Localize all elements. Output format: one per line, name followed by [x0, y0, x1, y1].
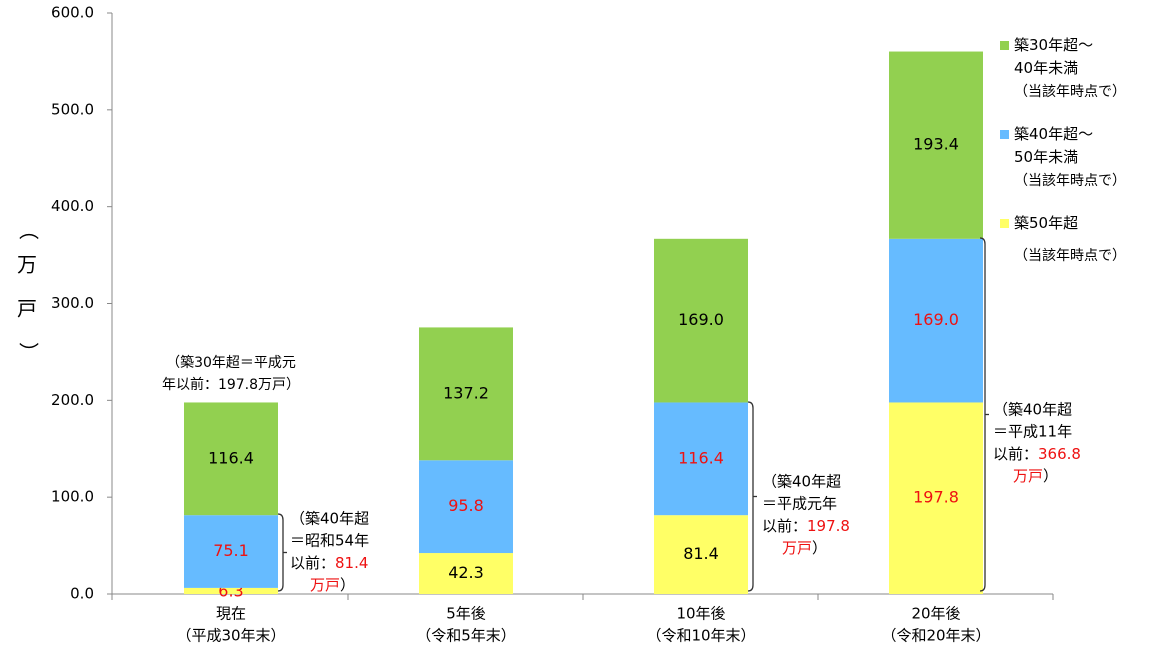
- annotation-line: ＝平成元年: [762, 495, 837, 513]
- data-label: 81.4: [683, 544, 719, 563]
- data-label: 116.4: [208, 448, 254, 467]
- annotation-value: 366.8: [1038, 445, 1081, 463]
- annotation-line: 万戸）: [310, 576, 355, 594]
- annotation-line: 以前：81.4: [290, 554, 368, 572]
- x-tick-label-line1: 20年後: [911, 605, 960, 623]
- annotation-text: ）: [812, 539, 827, 557]
- annotation-line: （築30年超＝平成元: [166, 355, 296, 371]
- data-label: 42.3: [448, 563, 484, 582]
- y-tick-label: 200.0: [51, 391, 94, 409]
- annotation-text: ）: [340, 576, 355, 594]
- annotation-line: （築40年超: [993, 401, 1072, 419]
- annotation-text: 以前：: [290, 554, 335, 572]
- annotation-line: （築40年超: [762, 473, 841, 491]
- annotation-text: ）: [1043, 467, 1058, 485]
- y-tick-label: 400.0: [51, 197, 94, 215]
- legend-swatch-yellow: [1000, 218, 1009, 228]
- bar-segment-s40: [184, 515, 278, 588]
- annotation-value: 197.8: [807, 517, 850, 535]
- legend-item-blue: 築40年超～ 50年未満 （当該年時点で）: [1000, 123, 1150, 193]
- bar-segment-s50: [419, 553, 513, 594]
- bar-segment-s40: [419, 460, 513, 554]
- bar-segment-s50: [889, 402, 983, 594]
- x-tick-label-line2: （令和20年末）: [881, 627, 990, 645]
- legend-label-line2: 50年未満: [1014, 148, 1079, 166]
- x-tick-label-line2: （平成30年末）: [176, 627, 285, 645]
- y-tick-label: 300.0: [51, 294, 94, 312]
- y-tick-label: 100.0: [51, 488, 94, 506]
- legend-label-line2: 40年未満: [1014, 59, 1079, 77]
- legend-note: （当該年時点で）: [1014, 84, 1126, 100]
- x-tick-label-line1: 10年後: [676, 605, 725, 623]
- bar-segment-s50: [184, 587, 278, 594]
- annotation-unit: 万戸: [310, 576, 340, 594]
- y-axis-label-char: 万: [17, 253, 37, 277]
- legend-label-line1: 築50年超: [1014, 214, 1079, 232]
- x-tick-label-line2: （令和5年末）: [416, 627, 516, 645]
- annotation-line: 万戸）: [1013, 467, 1058, 485]
- data-label: 95.8: [448, 496, 484, 515]
- y-axis-label-char: 戸: [17, 297, 37, 321]
- annotations: （築30年超＝平成元年以前：197.8万戸）（築40年超＝昭和54年以前：81.…: [162, 237, 1081, 594]
- bracket: [277, 513, 284, 592]
- bracket: [747, 401, 754, 592]
- annotation-line: 以前：366.8: [993, 445, 1081, 463]
- legend-swatch-blue: [1000, 129, 1009, 139]
- x-tick-label-line2: （令和10年末）: [646, 627, 755, 645]
- data-label: 169.0: [913, 310, 959, 329]
- bar-segment-s30: [184, 402, 278, 516]
- legend-item-green: 築30年超～ 40年未満 （当該年時点で）: [1000, 34, 1150, 104]
- data-label: 193.4: [913, 135, 959, 154]
- annotation-unit: 万戸: [1013, 467, 1043, 485]
- data-label: 137.2: [443, 383, 489, 402]
- data-label: 75.1: [213, 541, 249, 560]
- bar-segment-s30: [419, 327, 513, 461]
- legend-label-line1: 築30年超～: [1014, 36, 1094, 54]
- data-label: 197.8: [913, 488, 959, 507]
- annotation-line: 万戸）: [782, 539, 827, 557]
- y-tick-label: 500.0: [51, 100, 94, 118]
- x-tick-label-line1: 5年後: [446, 605, 486, 623]
- annotation-line: 以前：197.8: [762, 517, 850, 535]
- legend-swatch-green: [1000, 40, 1009, 50]
- bars: 6.375.1116.442.395.8137.281.4116.4169.01…: [184, 51, 983, 601]
- y-axis-label-char: （: [17, 220, 41, 240]
- y-tick-label: 0.0: [70, 585, 94, 603]
- data-label: 169.0: [678, 310, 724, 329]
- bar-segment-s30: [889, 51, 983, 239]
- annotation-line: ＝平成11年: [993, 423, 1072, 441]
- y-axis-label-char: ）: [17, 342, 41, 362]
- annotation-line: ＝昭和54年: [290, 532, 369, 550]
- data-label: 116.4: [678, 448, 724, 467]
- y-axis-label: （ 万戸 ）: [17, 220, 41, 362]
- x-axis-labels: 現在 （平成30年末） 5年後 （令和5年末） 10年後 （令和10年末） 20年後 （令和2…: [176, 605, 990, 645]
- bar-segment-s30: [654, 238, 748, 403]
- annotation-text: 以前：: [993, 445, 1038, 463]
- bar-segment-s40: [654, 402, 748, 516]
- y-tick-label: 600.0: [51, 4, 94, 22]
- annotation-line: （築40年超: [290, 510, 369, 528]
- annotation-unit: 万戸: [782, 539, 812, 557]
- x-tick-label-line1: 現在: [216, 605, 246, 623]
- legend-note: （当該年時点で）: [1014, 173, 1126, 189]
- annotation-text: 以前：: [762, 517, 807, 535]
- legend-label-line1: 築40年超～: [1014, 125, 1094, 143]
- annotation-value: 81.4: [335, 554, 368, 572]
- annotation-line: 年以前：197.8万戸）: [162, 376, 300, 393]
- bar-segment-s40: [889, 238, 983, 403]
- legend-note: （当該年時点で）: [1014, 248, 1126, 264]
- legend-item-yellow: 築50年超 （当該年時点で）: [1000, 212, 1150, 268]
- bar-segment-s50: [654, 515, 748, 594]
